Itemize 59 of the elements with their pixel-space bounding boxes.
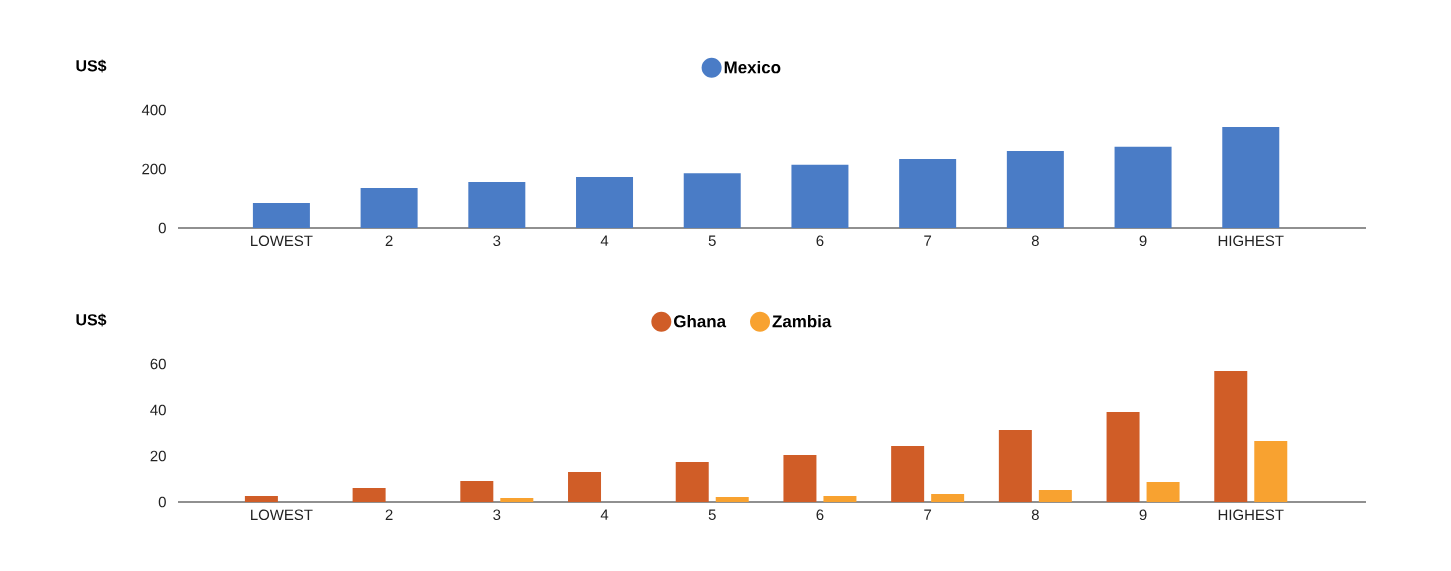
bar: [823, 496, 857, 502]
x-tick-label: LOWEST: [251, 235, 313, 247]
x-tick-label: 2: [385, 509, 393, 520]
bar: [783, 455, 817, 502]
x-tick-label: 8: [1031, 509, 1039, 521]
y-tick-label: 20: [150, 450, 166, 462]
x-tick-label: HIGHEST: [1218, 235, 1284, 247]
bar: [1146, 481, 1180, 502]
bar: [352, 487, 386, 502]
bar: [468, 181, 526, 228]
bar: [576, 176, 634, 228]
y-axis-title: US$: [76, 313, 107, 327]
x-tick-label: HIGHEST: [1218, 509, 1284, 521]
x-tick-label: 2: [385, 235, 393, 246]
bar: [244, 496, 278, 502]
bar: [1114, 146, 1172, 228]
bar: [568, 472, 602, 502]
bar: [899, 158, 957, 228]
x-tick-label: 4: [600, 509, 609, 520]
bar: [460, 481, 494, 502]
bar: [931, 493, 965, 502]
bar: [791, 164, 849, 228]
bar: [500, 498, 534, 502]
x-tick-label: 5: [708, 235, 716, 246]
y-tick-label: 40: [150, 404, 166, 416]
x-tick-label: 6: [816, 235, 824, 247]
bar: [1254, 441, 1288, 502]
x-tick-label: 6: [816, 509, 824, 521]
bar: [1006, 151, 1064, 228]
bar: [1106, 412, 1140, 502]
bar: [360, 187, 418, 228]
x-tick-label: 7: [924, 509, 932, 520]
bar: [1214, 370, 1248, 502]
y-tick-label: 200: [142, 163, 166, 175]
legend-label: Ghana: [674, 314, 727, 328]
bar: [891, 446, 925, 502]
x-tick-label: 3: [493, 509, 501, 521]
x-tick-label: 5: [708, 509, 716, 520]
y-tick-label: 60: [150, 358, 166, 370]
x-tick-label: 8: [1031, 235, 1039, 247]
legend-label: Mexico: [724, 60, 781, 74]
bar: [998, 430, 1032, 502]
y-tick-label: 0: [158, 222, 166, 234]
x-tick-label: 7: [924, 235, 932, 246]
x-tick-label: 3: [493, 235, 501, 247]
legend-label: Zambia: [772, 314, 832, 328]
x-tick-label: LOWEST: [251, 509, 313, 521]
x-tick-label: 9: [1139, 509, 1147, 521]
y-tick-label: 0: [158, 496, 166, 508]
bar: [683, 173, 741, 228]
bar: [1038, 490, 1072, 502]
y-tick-label: 400: [141, 104, 166, 116]
y-axis-title: US$: [76, 59, 107, 73]
bar: [252, 202, 310, 228]
x-tick-label: 9: [1139, 235, 1147, 247]
x-tick-label: 4: [600, 235, 609, 246]
bar: [675, 461, 709, 502]
bar: [1222, 127, 1280, 228]
bar: [715, 496, 749, 502]
